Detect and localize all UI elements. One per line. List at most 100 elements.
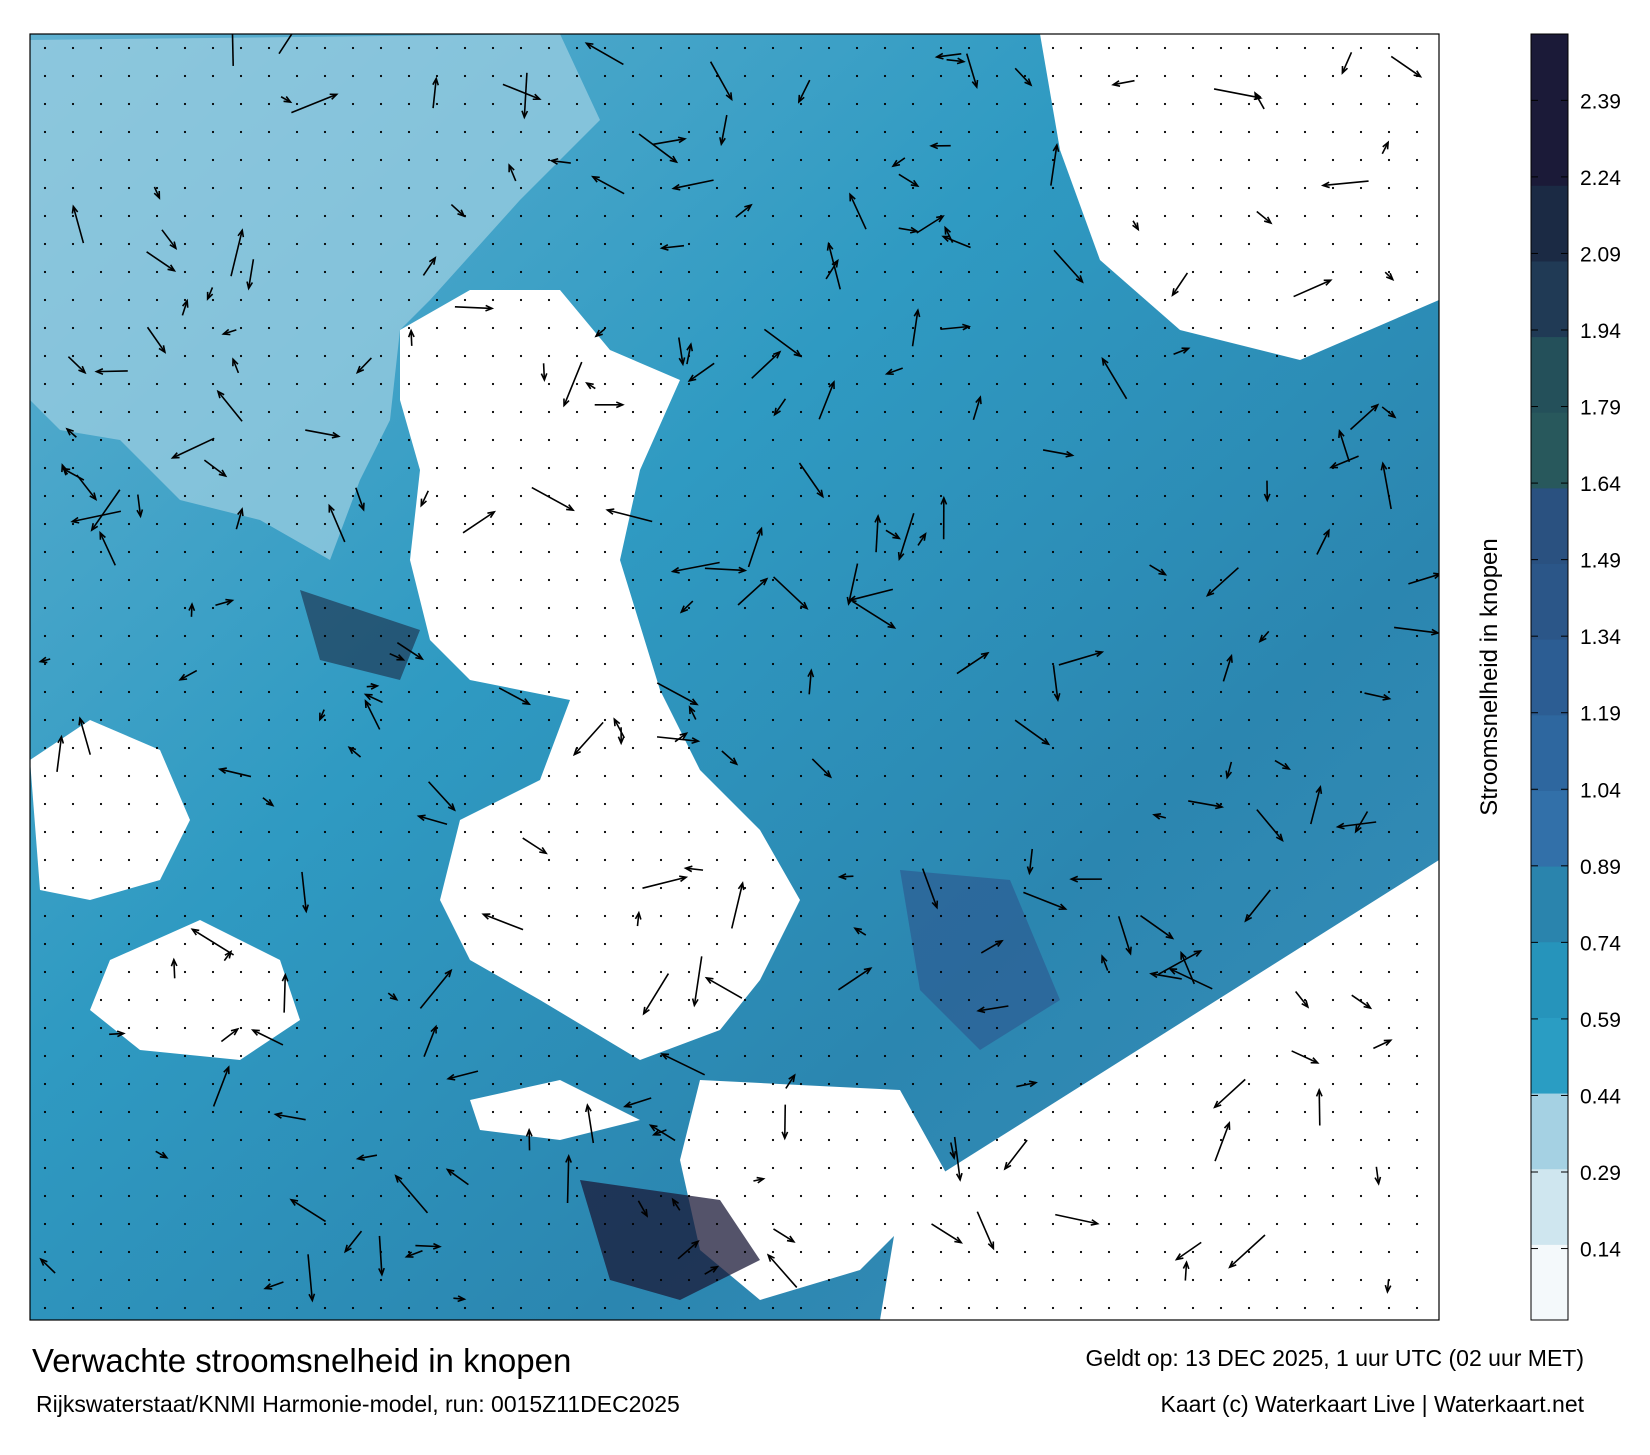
grid-dot	[1192, 915, 1194, 917]
grid-dot	[1304, 859, 1306, 861]
grid-dot	[296, 383, 298, 385]
grid-dot	[884, 495, 886, 497]
grid-dot	[240, 523, 242, 525]
grid-dot	[996, 971, 998, 973]
grid-dot	[548, 607, 550, 609]
grid-dot	[100, 915, 102, 917]
grid-dot	[296, 327, 298, 329]
grid-dot	[1304, 1195, 1306, 1197]
grid-dot	[856, 467, 858, 469]
grid-dot	[968, 187, 970, 189]
grid-dot	[912, 607, 914, 609]
grid-dot	[912, 215, 914, 217]
grid-dot	[716, 691, 718, 693]
grid-dot	[1024, 915, 1026, 917]
grid-dot	[184, 243, 186, 245]
grid-dot	[968, 719, 970, 721]
grid-dot	[716, 1195, 718, 1197]
grid-dot	[772, 383, 774, 385]
grid-dot	[380, 663, 382, 665]
grid-dot	[996, 439, 998, 441]
grid-dot	[1108, 1055, 1110, 1057]
grid-dot	[1416, 1251, 1418, 1253]
grid-dot	[380, 719, 382, 721]
grid-dot	[660, 271, 662, 273]
grid-dot	[324, 327, 326, 329]
grid-dot	[828, 187, 830, 189]
grid-dot	[1304, 803, 1306, 805]
grid-dot	[548, 999, 550, 1001]
grid-dot	[1332, 1083, 1334, 1085]
grid-dot	[632, 159, 634, 161]
grid-dot	[156, 635, 158, 637]
grid-dot	[912, 803, 914, 805]
grid-dot	[520, 131, 522, 133]
grid-dot	[688, 943, 690, 945]
grid-dot	[716, 1111, 718, 1113]
grid-dot	[576, 1139, 578, 1141]
grid-dot	[352, 103, 354, 105]
grid-dot	[856, 75, 858, 77]
grid-dot	[1360, 887, 1362, 889]
grid-dot	[324, 467, 326, 469]
grid-dot	[268, 1055, 270, 1057]
grid-dot	[128, 467, 130, 469]
grid-dot	[268, 383, 270, 385]
grid-dot	[1248, 747, 1250, 749]
grid-dot	[744, 971, 746, 973]
grid-dot	[856, 523, 858, 525]
grid-dot	[436, 1111, 438, 1113]
grid-dot	[352, 1139, 354, 1141]
grid-dot	[996, 411, 998, 413]
grid-dot	[1332, 607, 1334, 609]
grid-dot	[1248, 383, 1250, 385]
grid-dot	[1304, 1167, 1306, 1169]
grid-dot	[1136, 131, 1138, 133]
grid-dot	[576, 439, 578, 441]
grid-dot	[1108, 187, 1110, 189]
grid-dot	[940, 915, 942, 917]
grid-dot	[1080, 1055, 1082, 1057]
grid-dot	[632, 1167, 634, 1169]
grid-dot	[996, 887, 998, 889]
grid-dot	[72, 663, 74, 665]
grid-dot	[632, 579, 634, 581]
grid-dot	[688, 439, 690, 441]
grid-dot	[1108, 859, 1110, 861]
grid-dot	[1052, 971, 1054, 973]
grid-dot	[1332, 243, 1334, 245]
grid-dot	[212, 1139, 214, 1141]
grid-dot	[1332, 775, 1334, 777]
grid-dot	[128, 943, 130, 945]
grid-dot	[352, 831, 354, 833]
grid-dot	[1360, 75, 1362, 77]
grid-dot	[520, 47, 522, 49]
grid-dot	[940, 803, 942, 805]
grid-dot	[296, 523, 298, 525]
grid-dot	[408, 271, 410, 273]
grid-dot	[688, 1195, 690, 1197]
grid-dot	[548, 803, 550, 805]
grid-dot	[996, 75, 998, 77]
grid-dot	[912, 383, 914, 385]
grid-dot	[884, 1083, 886, 1085]
grid-dot	[856, 971, 858, 973]
grid-dot	[1136, 999, 1138, 1001]
grid-dot	[1276, 383, 1278, 385]
grid-dot	[492, 187, 494, 189]
grid-dot	[576, 1223, 578, 1225]
grid-dot	[1332, 131, 1334, 133]
grid-dot	[800, 131, 802, 133]
grid-dot	[1108, 1083, 1110, 1085]
grid-dot	[912, 187, 914, 189]
grid-dot	[548, 327, 550, 329]
grid-dot	[1360, 327, 1362, 329]
colorbar-band	[1531, 110, 1568, 186]
grid-dot	[352, 579, 354, 581]
grid-dot	[1136, 523, 1138, 525]
grid-dot	[44, 747, 46, 749]
grid-dot	[1108, 1167, 1110, 1169]
grid-dot	[156, 327, 158, 329]
grid-dot	[1024, 1027, 1026, 1029]
grid-dot	[1416, 943, 1418, 945]
